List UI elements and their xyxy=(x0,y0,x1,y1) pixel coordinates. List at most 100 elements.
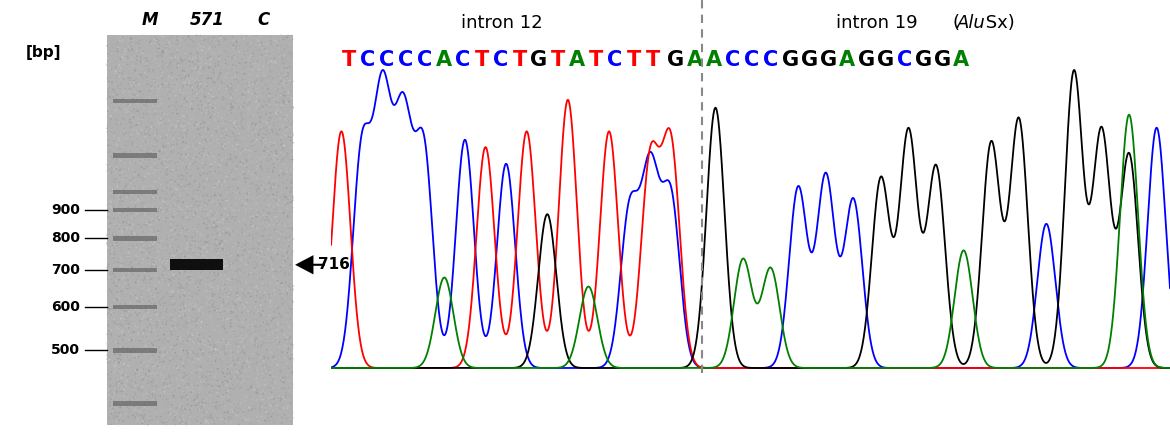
Point xyxy=(183,195,201,202)
Point xyxy=(106,115,125,122)
Point xyxy=(121,77,139,84)
Point xyxy=(235,397,254,404)
Point xyxy=(164,105,183,112)
Point xyxy=(145,166,164,173)
Point xyxy=(261,80,280,87)
Point xyxy=(254,324,273,331)
Point xyxy=(172,311,191,318)
Point xyxy=(191,120,209,127)
Point xyxy=(212,142,230,149)
Point xyxy=(222,326,241,333)
Point xyxy=(230,375,249,382)
Point xyxy=(138,393,157,400)
Point xyxy=(154,382,173,389)
Point xyxy=(128,415,146,422)
Point xyxy=(216,196,235,203)
Point xyxy=(146,272,165,279)
Point xyxy=(228,279,247,286)
Point xyxy=(145,243,164,250)
Point xyxy=(278,43,297,50)
Point xyxy=(277,173,296,180)
Point xyxy=(160,39,179,46)
Point xyxy=(119,204,138,211)
Point xyxy=(277,142,296,149)
Point xyxy=(139,95,158,102)
Point xyxy=(128,348,146,355)
Point xyxy=(212,380,230,387)
Point xyxy=(209,33,228,40)
Point xyxy=(98,108,117,115)
Bar xyxy=(113,236,157,240)
Point xyxy=(278,85,297,92)
Point xyxy=(252,418,270,425)
Point xyxy=(212,122,230,129)
Point xyxy=(113,219,132,226)
Point xyxy=(131,152,150,159)
Point xyxy=(234,228,253,235)
Point xyxy=(164,322,183,329)
Point xyxy=(193,399,212,406)
Point xyxy=(159,282,178,289)
Point xyxy=(159,409,178,416)
Point xyxy=(242,269,261,276)
Point xyxy=(202,222,221,229)
Point xyxy=(246,283,264,290)
Text: T: T xyxy=(589,50,603,70)
Point xyxy=(158,170,177,177)
Point xyxy=(163,110,181,117)
Point xyxy=(223,34,242,41)
Point xyxy=(193,297,212,304)
Point xyxy=(227,412,246,419)
Point xyxy=(187,174,206,181)
Point xyxy=(282,35,301,42)
Point xyxy=(103,97,122,104)
Point xyxy=(132,154,151,161)
Point xyxy=(166,201,185,208)
Point xyxy=(190,275,208,282)
Point xyxy=(119,43,138,50)
Point xyxy=(106,277,125,284)
Point xyxy=(277,168,296,175)
Point xyxy=(278,79,297,86)
Point xyxy=(247,389,266,396)
Point xyxy=(219,33,238,40)
Point xyxy=(172,313,191,320)
Point xyxy=(131,306,150,313)
Point xyxy=(226,154,245,161)
Point xyxy=(221,341,240,348)
Point xyxy=(147,137,166,144)
Point xyxy=(257,205,276,212)
Point xyxy=(179,273,198,280)
Point xyxy=(193,277,212,284)
Point xyxy=(223,329,242,336)
Point xyxy=(267,46,285,53)
Point xyxy=(105,98,124,105)
Point xyxy=(241,251,260,258)
Point xyxy=(283,194,302,201)
Point xyxy=(243,323,262,330)
Point xyxy=(165,378,184,385)
Point xyxy=(102,270,121,277)
Point xyxy=(188,228,207,235)
Point xyxy=(106,114,125,121)
Point xyxy=(239,374,257,381)
Point xyxy=(218,381,236,388)
Point xyxy=(121,292,139,299)
Point xyxy=(260,130,278,137)
Point xyxy=(235,308,254,315)
Point xyxy=(208,193,227,200)
Point xyxy=(142,259,160,266)
Point xyxy=(209,151,228,158)
Point xyxy=(121,217,139,224)
Point xyxy=(192,328,211,335)
Point xyxy=(99,80,118,87)
Point xyxy=(133,414,152,421)
Point xyxy=(233,309,252,316)
Point xyxy=(223,37,242,44)
Point xyxy=(220,289,239,296)
Point xyxy=(242,155,261,162)
Point xyxy=(122,56,140,63)
Point xyxy=(206,190,225,197)
Point xyxy=(230,299,249,306)
Point xyxy=(254,220,273,227)
